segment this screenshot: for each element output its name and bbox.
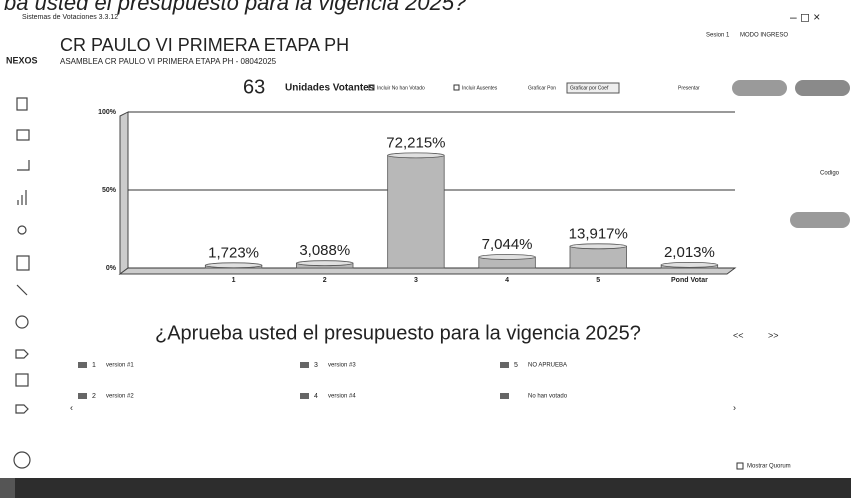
legend-swatch bbox=[78, 362, 87, 368]
bar-top bbox=[660, 261, 719, 268]
icon[interactable] bbox=[15, 349, 29, 359]
legend-label: No han votado bbox=[528, 394, 568, 400]
bar-top bbox=[296, 260, 354, 267]
session: Sesion 1 bbox=[706, 33, 730, 39]
chart-floor bbox=[118, 267, 737, 275]
value-label: 3,088% bbox=[299, 242, 350, 259]
icon[interactable] bbox=[16, 284, 28, 296]
side-label: Codigo bbox=[820, 171, 840, 177]
legend-swatch bbox=[300, 362, 309, 368]
button[interactable] bbox=[790, 212, 850, 228]
bar-top bbox=[569, 243, 627, 250]
button[interactable] bbox=[795, 80, 850, 96]
button[interactable] bbox=[566, 82, 620, 94]
legend-swatch bbox=[78, 393, 87, 399]
checkbox[interactable] bbox=[368, 84, 375, 91]
bar-top bbox=[387, 152, 445, 159]
app-title: Sistemas de Votaciones 3.3.12 bbox=[22, 14, 118, 21]
legend-key: 5 bbox=[514, 362, 518, 369]
legend-label: version #2 bbox=[106, 394, 134, 400]
quorum[interactable]: Mostrar Quorum bbox=[747, 464, 791, 470]
scroll-left[interactable]: ‹ bbox=[70, 402, 73, 412]
x-tick-label: Pond Votar bbox=[671, 277, 708, 284]
icon[interactable] bbox=[15, 373, 29, 387]
y-tick-label: 0% bbox=[106, 265, 117, 272]
y-tick-label: 50% bbox=[102, 187, 117, 194]
legend-swatch bbox=[500, 362, 509, 368]
bar bbox=[387, 154, 445, 269]
mode: MODO INGRESO bbox=[740, 33, 788, 39]
count: 63 bbox=[243, 76, 265, 98]
icon[interactable] bbox=[16, 255, 30, 271]
y-tick-label: 100% bbox=[98, 109, 117, 116]
checkbox[interactable] bbox=[453, 84, 460, 91]
start-button[interactable] bbox=[0, 478, 15, 498]
legend-key: 1 bbox=[92, 362, 96, 369]
question: ¿Aprueba usted el presupuesto para la vi… bbox=[155, 322, 641, 344]
bar-top bbox=[478, 254, 536, 260]
x-tick-label: 4 bbox=[505, 277, 509, 284]
button[interactable] bbox=[732, 80, 787, 96]
legend-label: version #1 bbox=[106, 363, 134, 369]
icon[interactable] bbox=[17, 225, 27, 235]
legend-label: version #3 bbox=[328, 363, 356, 369]
icon[interactable] bbox=[13, 451, 31, 469]
icon[interactable] bbox=[17, 190, 27, 205]
x-tick-label: 3 bbox=[414, 277, 418, 284]
legend-swatch bbox=[500, 393, 509, 399]
chart-wall bbox=[119, 111, 129, 275]
graph-coef[interactable]: Graficar por Coef bbox=[570, 85, 609, 91]
value-label: 1,723% bbox=[208, 244, 259, 261]
x-tick-label: 5 bbox=[596, 277, 600, 284]
legend-label: NO APRUEBA bbox=[528, 363, 567, 369]
taskbar bbox=[0, 478, 851, 498]
icon[interactable] bbox=[16, 129, 30, 141]
legend-key: 2 bbox=[92, 393, 96, 400]
icon[interactable] bbox=[15, 404, 29, 414]
window-controls[interactable]: – ◻ × bbox=[790, 10, 820, 24]
present[interactable]: Presentar bbox=[678, 85, 700, 91]
nav-next[interactable]: >> bbox=[768, 330, 779, 340]
legend-swatch bbox=[300, 393, 309, 399]
option[interactable]: Incluir No han Votado bbox=[377, 85, 425, 91]
legend-key: 4 bbox=[314, 393, 318, 400]
value-label: 13,917% bbox=[569, 225, 628, 242]
header-title: CR PAULO VI PRIMERA ETAPA PH bbox=[60, 35, 349, 55]
header-subtitle: ASAMBLEA CR PAULO VI PRIMERA ETAPA PH - … bbox=[60, 57, 277, 66]
nav-prev[interactable]: << bbox=[733, 330, 744, 340]
banner: ba usted el presupuesto para la vigencia… bbox=[4, 0, 467, 15]
x-tick-label: 2 bbox=[323, 277, 327, 284]
checkbox[interactable] bbox=[736, 462, 744, 470]
sidebar bbox=[13, 97, 31, 469]
value-label: 7,044% bbox=[482, 236, 533, 253]
icon[interactable] bbox=[15, 315, 29, 329]
bar bbox=[569, 245, 627, 269]
value-label: 72,215% bbox=[386, 134, 445, 151]
bar-top bbox=[204, 262, 263, 269]
scroll-right[interactable]: › bbox=[733, 402, 736, 412]
option[interactable]: Incluir Ausentes bbox=[462, 85, 498, 91]
icon[interactable] bbox=[16, 97, 28, 111]
logo: NEXOS bbox=[6, 55, 38, 65]
legend-label: version #4 bbox=[328, 394, 356, 400]
count-label: Unidades Votantes bbox=[285, 83, 375, 94]
icon[interactable] bbox=[17, 160, 30, 171]
legend-key: 3 bbox=[314, 362, 318, 369]
value-label: 2,013% bbox=[664, 244, 715, 261]
x-tick-label: 1 bbox=[232, 277, 236, 284]
graph-pon[interactable]: Graficar Pon bbox=[528, 85, 556, 91]
